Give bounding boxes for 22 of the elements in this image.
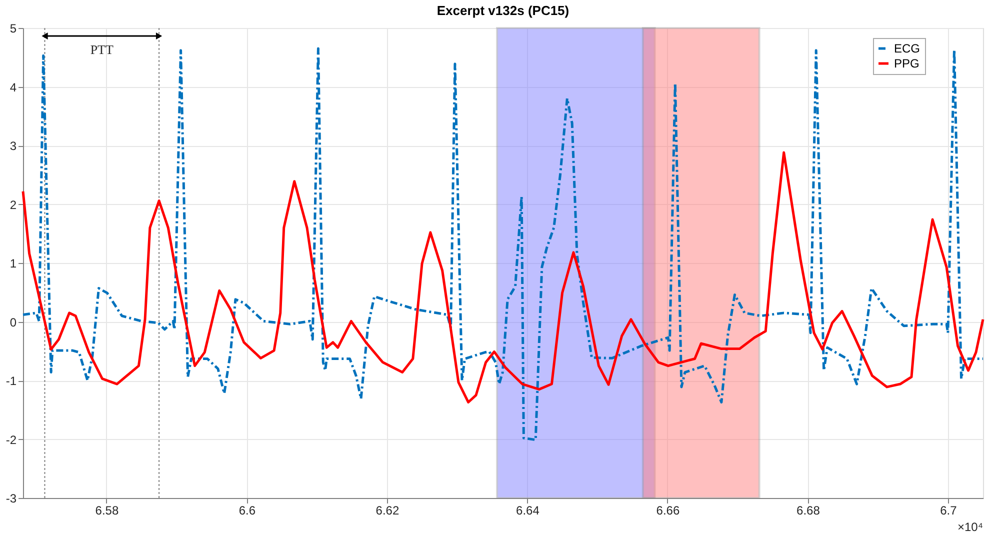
x-tick-label: 6.6: [238, 504, 256, 518]
y-tick-label: 2: [10, 198, 17, 212]
x-tick-label: 6.58: [95, 504, 119, 518]
line-series: [22, 151, 984, 404]
text: ×10⁴: [957, 520, 983, 534]
legend-label: ECG: [894, 42, 920, 56]
annotation: PTT: [90, 42, 114, 57]
x-tick-label: 6.7: [940, 504, 958, 518]
x-tick-label: 6.64: [516, 504, 540, 518]
y-tick-label: 3: [10, 139, 17, 153]
y-tick-label: -3: [6, 492, 17, 506]
x-tick-label: 6.62: [376, 504, 400, 518]
legend-label: PPG: [894, 56, 920, 70]
y-tick-label: -1: [6, 374, 17, 388]
y-tick-label: -2: [6, 432, 17, 447]
x-tick-label: 6.68: [796, 504, 820, 518]
y-tick-label: 5: [10, 22, 17, 36]
y-tick-label: 1: [10, 256, 17, 270]
y-tick-label: 4: [10, 80, 17, 94]
x-tick-label: 6.66: [656, 504, 680, 518]
y-tick-label: 0: [10, 315, 17, 330]
chart-title: Excerpt v132s (PC15): [436, 3, 570, 18]
